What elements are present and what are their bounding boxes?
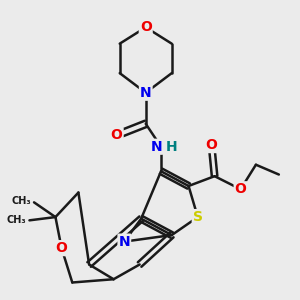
Text: O: O — [206, 138, 218, 152]
Text: H: H — [166, 140, 178, 154]
Text: O: O — [56, 241, 68, 255]
Text: CH₃: CH₃ — [11, 196, 31, 206]
Text: CH₃: CH₃ — [7, 215, 26, 225]
Text: N: N — [118, 235, 130, 249]
Text: O: O — [140, 20, 152, 34]
Text: N: N — [151, 140, 162, 154]
Text: O: O — [235, 182, 247, 196]
Text: S: S — [193, 210, 203, 224]
Text: N: N — [140, 86, 152, 100]
Text: O: O — [111, 128, 123, 142]
